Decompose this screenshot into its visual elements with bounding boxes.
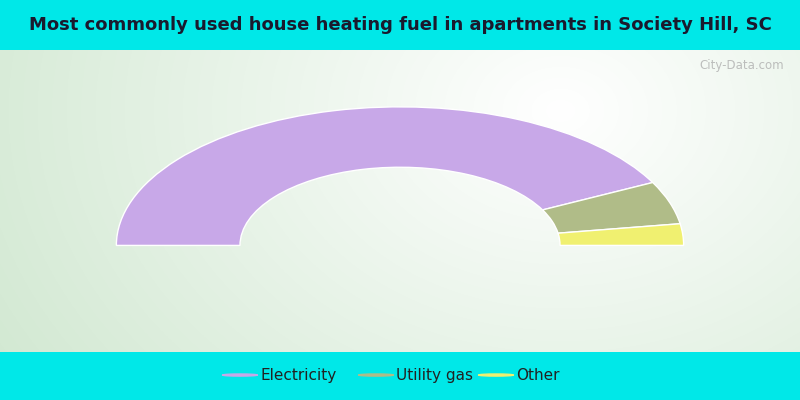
Wedge shape <box>116 107 653 246</box>
Circle shape <box>222 374 258 376</box>
Circle shape <box>478 374 514 376</box>
Text: City-Data.com: City-Data.com <box>699 59 784 72</box>
Text: Electricity: Electricity <box>260 368 336 382</box>
Text: Utility gas: Utility gas <box>396 368 473 382</box>
Text: Most commonly used house heating fuel in apartments in Society Hill, SC: Most commonly used house heating fuel in… <box>29 16 771 34</box>
Circle shape <box>358 374 394 376</box>
Wedge shape <box>558 224 684 246</box>
Text: Other: Other <box>516 368 559 382</box>
Wedge shape <box>542 182 680 233</box>
